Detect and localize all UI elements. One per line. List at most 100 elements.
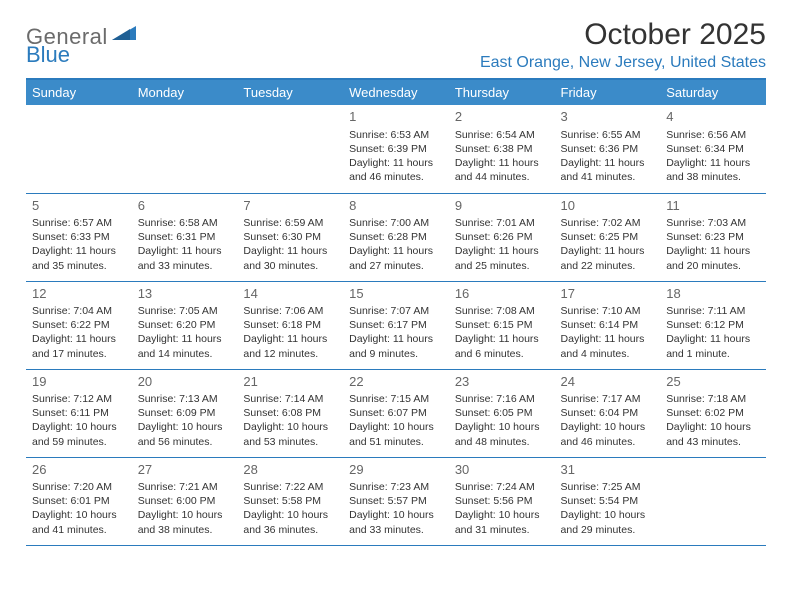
weekday-header: Wednesday xyxy=(343,79,449,105)
day-number: 13 xyxy=(138,285,232,303)
sunrise-line: Sunrise: 7:23 AM xyxy=(349,480,443,494)
sunset-line: Sunset: 6:15 PM xyxy=(455,318,549,332)
sunset-line: Sunset: 5:58 PM xyxy=(243,494,337,508)
sunset-line: Sunset: 6:00 PM xyxy=(138,494,232,508)
calendar-day-cell xyxy=(132,105,238,193)
day-number: 17 xyxy=(561,285,655,303)
weekday-header: Sunday xyxy=(26,79,132,105)
sunrise-line: Sunrise: 7:10 AM xyxy=(561,304,655,318)
header: General October 2025 East Orange, New Je… xyxy=(26,18,766,72)
daylight-line: Daylight: 11 hours and 27 minutes. xyxy=(349,244,443,272)
day-number: 14 xyxy=(243,285,337,303)
title-block: October 2025 East Orange, New Jersey, Un… xyxy=(480,18,766,72)
daylight-line: Daylight: 10 hours and 33 minutes. xyxy=(349,508,443,536)
calendar-day-cell: 1Sunrise: 6:53 AMSunset: 6:39 PMDaylight… xyxy=(343,105,449,193)
sunset-line: Sunset: 6:20 PM xyxy=(138,318,232,332)
calendar-day-cell: 12Sunrise: 7:04 AMSunset: 6:22 PMDayligh… xyxy=(26,281,132,369)
sunrise-line: Sunrise: 7:21 AM xyxy=(138,480,232,494)
daylight-line: Daylight: 11 hours and 1 minute. xyxy=(666,332,760,360)
daylight-line: Daylight: 10 hours and 56 minutes. xyxy=(138,420,232,448)
daylight-line: Daylight: 10 hours and 48 minutes. xyxy=(455,420,549,448)
day-number: 25 xyxy=(666,373,760,391)
sunset-line: Sunset: 6:12 PM xyxy=(666,318,760,332)
daylight-line: Daylight: 11 hours and 4 minutes. xyxy=(561,332,655,360)
day-number: 18 xyxy=(666,285,760,303)
day-number: 28 xyxy=(243,461,337,479)
sunset-line: Sunset: 5:57 PM xyxy=(349,494,443,508)
calendar-day-cell: 25Sunrise: 7:18 AMSunset: 6:02 PMDayligh… xyxy=(660,369,766,457)
calendar-day-cell: 23Sunrise: 7:16 AMSunset: 6:05 PMDayligh… xyxy=(449,369,555,457)
calendar-day-cell: 29Sunrise: 7:23 AMSunset: 5:57 PMDayligh… xyxy=(343,457,449,545)
daylight-line: Daylight: 10 hours and 43 minutes. xyxy=(666,420,760,448)
sunset-line: Sunset: 6:18 PM xyxy=(243,318,337,332)
calendar-day-cell: 31Sunrise: 7:25 AMSunset: 5:54 PMDayligh… xyxy=(555,457,661,545)
daylight-line: Daylight: 11 hours and 17 minutes. xyxy=(32,332,126,360)
day-number: 20 xyxy=(138,373,232,391)
sunset-line: Sunset: 6:36 PM xyxy=(561,142,655,156)
calendar-week-row: 26Sunrise: 7:20 AMSunset: 6:01 PM Dayligh… xyxy=(26,457,766,545)
calendar-day-cell: 7Sunrise: 6:59 AMSunset: 6:30 PMDaylight… xyxy=(237,193,343,281)
sunset-line: Sunset: 6:23 PM xyxy=(666,230,760,244)
daylight-line: Daylight: 10 hours and 59 minutes. xyxy=(32,420,126,448)
calendar-day-cell: 2Sunrise: 6:54 AMSunset: 6:38 PMDaylight… xyxy=(449,105,555,193)
sunset-line: Sunset: 6:04 PM xyxy=(561,406,655,420)
calendar-day-cell: 14Sunrise: 7:06 AMSunset: 6:18 PMDayligh… xyxy=(237,281,343,369)
sunrise-line: Sunrise: 7:18 AM xyxy=(666,392,760,406)
calendar-week-row: 5Sunrise: 6:57 AMSunset: 6:33 PMDaylight… xyxy=(26,193,766,281)
calendar-day-cell xyxy=(237,105,343,193)
sunrise-line: Sunrise: 7:03 AM xyxy=(666,216,760,230)
day-number: 4 xyxy=(666,108,760,126)
sunset-line: Sunset: 6:34 PM xyxy=(666,142,760,156)
daylight-line: Daylight: 11 hours and 33 minutes. xyxy=(138,244,232,272)
weekday-header: Thursday xyxy=(449,79,555,105)
weekday-header: Tuesday xyxy=(237,79,343,105)
calendar-day-cell: 10Sunrise: 7:02 AMSunset: 6:25 PMDayligh… xyxy=(555,193,661,281)
calendar-day-cell: 13Sunrise: 7:05 AMSunset: 6:20 PMDayligh… xyxy=(132,281,238,369)
weekday-header: Saturday xyxy=(660,79,766,105)
sunrise-line: Sunrise: 7:14 AM xyxy=(243,392,337,406)
daylight-line: Daylight: 10 hours and 31 minutes. xyxy=(455,508,549,536)
calendar-week-row: 19Sunrise: 7:12 AMSunset: 6:11 PMDayligh… xyxy=(26,369,766,457)
sunset-line: Sunset: 6:09 PM xyxy=(138,406,232,420)
day-number: 7 xyxy=(243,197,337,215)
day-number: 31 xyxy=(561,461,655,479)
daylight-line: Daylight: 10 hours and 29 minutes. xyxy=(561,508,655,536)
calendar-day-cell: 18Sunrise: 7:11 AMSunset: 6:12 PMDayligh… xyxy=(660,281,766,369)
sunset-line: Sunset: 6:33 PM xyxy=(32,230,126,244)
weekday-header: Monday xyxy=(132,79,238,105)
sunrise-line: Sunrise: 7:08 AM xyxy=(455,304,549,318)
calendar-table: SundayMondayTuesdayWednesdayThursdayFrid… xyxy=(26,78,766,546)
calendar-day-cell xyxy=(660,457,766,545)
day-number: 16 xyxy=(455,285,549,303)
sunset-line: Sunset: 6:14 PM xyxy=(561,318,655,332)
calendar-day-cell: 30Sunrise: 7:24 AMSunset: 5:56 PMDayligh… xyxy=(449,457,555,545)
calendar-day-cell: 15Sunrise: 7:07 AMSunset: 6:17 PMDayligh… xyxy=(343,281,449,369)
day-number: 21 xyxy=(243,373,337,391)
sunset-line: Sunset: 6:28 PM xyxy=(349,230,443,244)
calendar-week-row: 12Sunrise: 7:04 AMSunset: 6:22 PMDayligh… xyxy=(26,281,766,369)
sunset-line: Sunset: 6:17 PM xyxy=(349,318,443,332)
calendar-day-cell: 21Sunrise: 7:14 AMSunset: 6:08 PMDayligh… xyxy=(237,369,343,457)
sunrise-line: Sunrise: 7:06 AM xyxy=(243,304,337,318)
calendar-day-cell: 8Sunrise: 7:00 AMSunset: 6:28 PMDaylight… xyxy=(343,193,449,281)
daylight-line: Daylight: 11 hours and 30 minutes. xyxy=(243,244,337,272)
calendar-day-cell: 11Sunrise: 7:03 AMSunset: 6:23 PMDayligh… xyxy=(660,193,766,281)
day-number: 24 xyxy=(561,373,655,391)
sunrise-line: Sunrise: 7:07 AM xyxy=(349,304,443,318)
sunrise-line: Sunrise: 7:22 AM xyxy=(243,480,337,494)
day-number: 19 xyxy=(32,373,126,391)
sunrise-line: Sunrise: 6:57 AM xyxy=(32,216,126,230)
sunrise-line: Sunrise: 7:15 AM xyxy=(349,392,443,406)
day-number: 15 xyxy=(349,285,443,303)
day-number: 26 xyxy=(32,461,126,479)
weekday-header: Friday xyxy=(555,79,661,105)
sunset-line: Sunset: 5:54 PM xyxy=(561,494,655,508)
sunrise-line: Sunrise: 7:20 AM xyxy=(32,480,126,494)
daylight-line: Daylight: 11 hours and 14 minutes. xyxy=(138,332,232,360)
sunrise-line: Sunrise: 7:11 AM xyxy=(666,304,760,318)
sunset-line: Sunset: 6:01 PM xyxy=(32,494,126,508)
day-number: 10 xyxy=(561,197,655,215)
sunset-line: Sunset: 6:39 PM xyxy=(349,142,443,156)
day-number: 11 xyxy=(666,197,760,215)
calendar-day-cell: 16Sunrise: 7:08 AMSunset: 6:15 PMDayligh… xyxy=(449,281,555,369)
